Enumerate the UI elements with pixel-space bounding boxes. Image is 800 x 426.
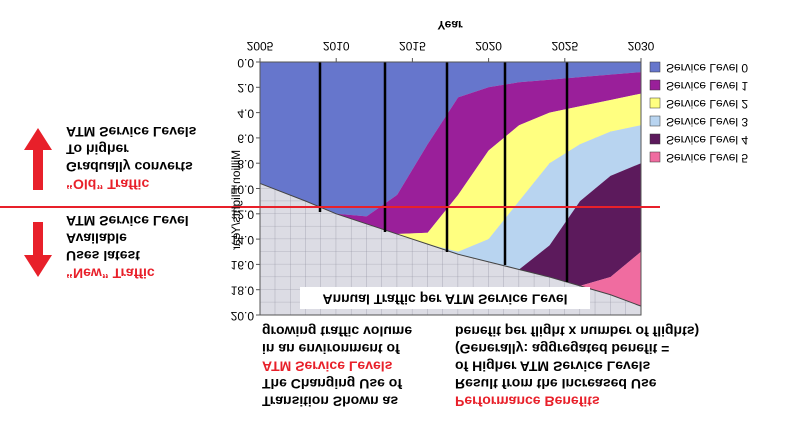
y-tick-label: 2.0 <box>237 81 254 95</box>
annotation: ATM Service Levels <box>262 358 393 374</box>
annotation: Transition Shown as <box>262 393 398 409</box>
y-tick-label: 14.0 <box>231 233 255 247</box>
area <box>260 163 641 286</box>
annotation: The Changing Use of <box>262 376 402 392</box>
y-tick-label: 0.0 <box>237 56 254 70</box>
legend-swatch <box>649 97 661 109</box>
x-tick-label: 2010 <box>323 39 350 53</box>
y-tick-label: 18.0 <box>231 284 255 298</box>
x-axis-label: Year <box>437 18 463 32</box>
legend-swatch <box>649 79 661 91</box>
x-tick-label: 2015 <box>399 39 426 53</box>
y-axis-label: Million Flights/Year <box>229 150 243 250</box>
areas <box>259 62 642 307</box>
area <box>260 125 641 270</box>
annotation: of Higher ATM Service Levels <box>455 358 650 374</box>
x-tick-label: 2025 <box>551 39 578 53</box>
legend-swatch <box>649 115 661 127</box>
annotation: benefit per flight x number of flights) <box>455 323 699 339</box>
area <box>260 62 641 217</box>
texts: 0.0 2.0 4.0 6.0 8.0 10.0 12.0 14.0 16.0 18.0 20.0 2… <box>66 18 748 409</box>
area <box>260 93 641 252</box>
annotation: Uses latest <box>66 248 140 264</box>
x-tick-label: 2005 <box>247 39 274 53</box>
x-tick-label: 2020 <box>475 39 502 53</box>
legend-label: Service Level 1 <box>666 79 748 93</box>
up-arrow <box>24 128 52 190</box>
legend-swatch <box>649 61 661 73</box>
legend-swatch <box>649 151 661 163</box>
annotation: ATM Service Level <box>66 213 189 229</box>
total-line <box>259 182 642 307</box>
y-tick-label: 10.0 <box>231 182 255 196</box>
legend-swatch <box>649 133 661 145</box>
annotation: Result from the Increased Use <box>455 376 657 392</box>
annotation: growing traffic volume <box>262 323 412 339</box>
y-tick-label: 4.0 <box>237 106 254 120</box>
y-tick-label: 6.0 <box>237 132 254 146</box>
annotation: “Old” Traffic <box>66 176 149 192</box>
x-tick-label: 2030 <box>628 39 655 53</box>
chart-title: Annual Traffic per ATM Service Level <box>322 291 567 307</box>
y-tick-label: 16.0 <box>231 258 255 272</box>
phase-lines <box>318 62 569 282</box>
annotation: Performance Benefits <box>455 393 600 409</box>
annotation: ATM Service Levels <box>66 124 197 140</box>
annotation: Gradually converts <box>66 159 193 175</box>
y-tick-label: 12.0 <box>231 208 255 222</box>
annotation: “New” Traffic <box>66 265 155 281</box>
annotation: (Generally: aggregated benefit = <box>455 341 669 357</box>
annotation: in an environment of <box>262 341 400 357</box>
title-box <box>300 287 590 309</box>
legend-label: Service Level 5 <box>666 151 748 165</box>
area <box>260 72 641 235</box>
legend-label: Service Level 3 <box>666 115 748 129</box>
legend-label: Service Level 2 <box>666 97 748 111</box>
y-tick-label: 20.0 <box>231 309 255 323</box>
annotation: To higher <box>66 141 129 157</box>
legend-label: Service Level 0 <box>666 61 748 75</box>
legend-label: Service Level 4 <box>666 133 748 147</box>
down-arrow <box>24 222 52 277</box>
annotation: Available <box>66 230 127 246</box>
y-tick-label: 8.0 <box>237 157 254 171</box>
